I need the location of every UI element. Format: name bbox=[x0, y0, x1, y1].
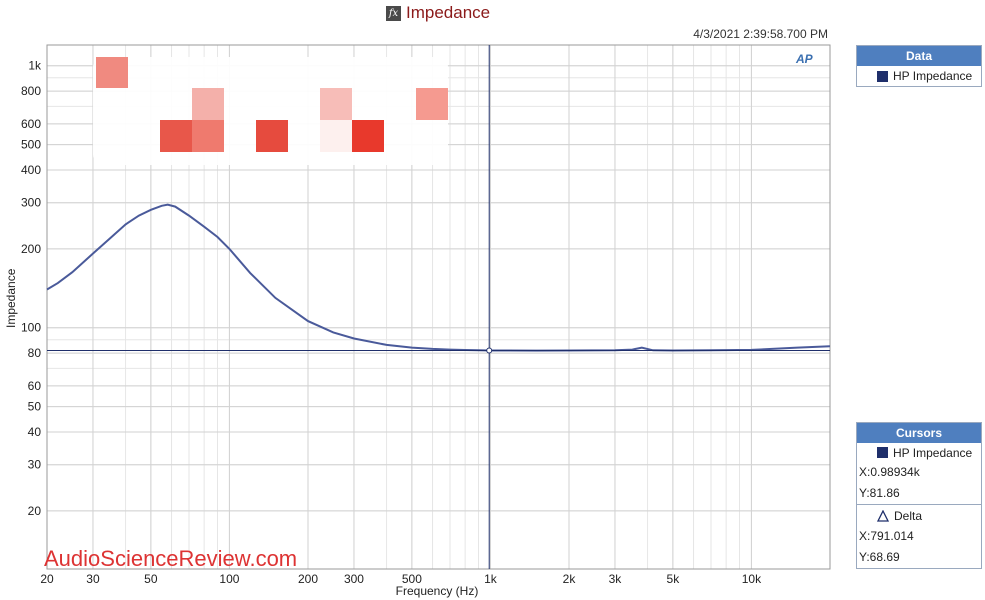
x-tick-label: 2k bbox=[563, 572, 577, 586]
timestamp: 4/3/2021 2:39:58.700 PM bbox=[693, 27, 828, 41]
y-tick-label: 40 bbox=[28, 425, 42, 439]
legend-item-hp-impedance[interactable]: HP Impedance bbox=[857, 66, 981, 86]
delta-x-value: X:791.014 bbox=[859, 529, 914, 543]
data-panel: Data HP Impedance bbox=[856, 45, 982, 87]
delta-row[interactable]: Delta bbox=[857, 505, 981, 526]
x-tick-label: 30 bbox=[86, 572, 100, 586]
y-axis-ticks: 20 30 40 50 60 80 100 200 300 400 500 600 800 1k bbox=[21, 59, 42, 518]
y-tick-label: 80 bbox=[28, 346, 42, 360]
watermark: AudioScienceReview.com bbox=[44, 546, 298, 571]
plot-frame bbox=[46, 44, 831, 570]
hp-impedance-line bbox=[46, 203, 831, 352]
y-tick-label: 500 bbox=[21, 138, 41, 152]
ap-logo: AP bbox=[796, 52, 813, 66]
x-tick-label: 1k bbox=[484, 572, 498, 586]
title-text: Impedance bbox=[406, 3, 491, 22]
legend-label: HP Impedance bbox=[893, 69, 973, 83]
cursor-marker bbox=[486, 347, 493, 354]
delta-y-value: Y:68.69 bbox=[859, 550, 900, 564]
x-tick-label: 10k bbox=[742, 572, 762, 586]
x-tick-label: 200 bbox=[298, 572, 318, 586]
cursor-y-value: Y:81.86 bbox=[859, 486, 900, 500]
x-axis-ticks: 20 30 50 100 200 300 500 1k 2k 3k 5k 10k bbox=[40, 572, 762, 586]
y-tick-label: 1k bbox=[28, 59, 42, 73]
cursors-panel-header: Cursors bbox=[857, 423, 981, 443]
x-tick-label: 5k bbox=[667, 572, 681, 586]
cursor-series-row[interactable]: HP Impedance bbox=[857, 443, 981, 462]
y-tick-label: 300 bbox=[21, 196, 41, 210]
cursor-series-label: HP Impedance bbox=[893, 445, 973, 460]
x-tick-label: 500 bbox=[402, 572, 422, 586]
x-tick-label: 300 bbox=[344, 572, 364, 586]
redacted-overlay bbox=[93, 57, 448, 165]
y-tick-label: 400 bbox=[21, 163, 41, 177]
x-tick-label: 100 bbox=[219, 572, 239, 586]
y-tick-label: 30 bbox=[28, 458, 42, 472]
y-tick-label: 600 bbox=[21, 117, 41, 131]
y-axis-label: Impedance bbox=[4, 268, 18, 328]
y-tick-label: 200 bbox=[21, 242, 41, 256]
delta-label: Delta bbox=[894, 508, 923, 523]
series-color-swatch bbox=[877, 447, 888, 458]
y-tick-label: 20 bbox=[28, 504, 42, 518]
chart-title: fx Impedance bbox=[386, 3, 490, 23]
cursors-panel: Cursors HP Impedance X:0.98934k Y:81.86 … bbox=[856, 422, 982, 569]
x-axis-label: Frequency (Hz) bbox=[395, 584, 479, 598]
panel-divider bbox=[857, 504, 981, 505]
function-icon: fx bbox=[386, 5, 401, 21]
delta-icon bbox=[877, 509, 889, 522]
y-tick-label: 60 bbox=[28, 379, 42, 393]
x-tick-label: 3k bbox=[609, 572, 623, 586]
x-tick-label: 20 bbox=[40, 572, 54, 586]
y-tick-label: 800 bbox=[21, 84, 41, 98]
series-color-swatch bbox=[877, 70, 888, 82]
cursor-x-value: X:0.98934k bbox=[859, 465, 920, 479]
x-tick-label: 50 bbox=[144, 572, 158, 586]
y-tick-label: 50 bbox=[28, 400, 42, 414]
y-tick-label: 100 bbox=[21, 321, 41, 335]
data-panel-header: Data bbox=[857, 46, 981, 66]
